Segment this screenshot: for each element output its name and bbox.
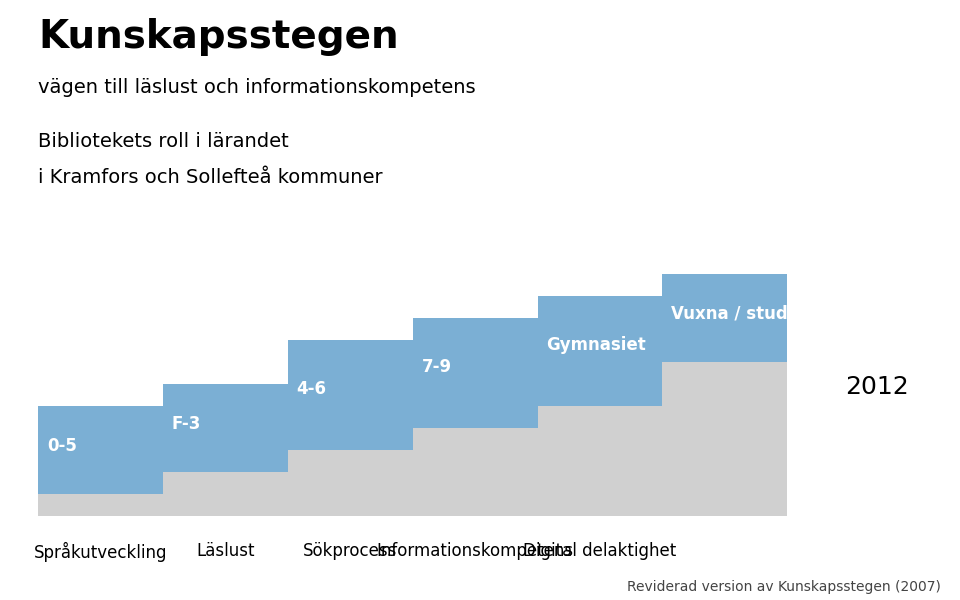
Text: Språkutveckling: Språkutveckling: [34, 542, 168, 562]
Bar: [662, 274, 787, 362]
Bar: [163, 472, 288, 516]
Bar: [288, 340, 413, 450]
Bar: [38, 494, 163, 516]
Text: 7-9: 7-9: [421, 358, 451, 377]
Bar: [538, 406, 662, 516]
Bar: [662, 362, 787, 516]
Text: 0-5: 0-5: [47, 437, 77, 455]
Text: 2012: 2012: [845, 375, 908, 399]
Text: Kunskapsstegen: Kunskapsstegen: [38, 18, 399, 56]
Text: vägen till läslust och informationskompetens: vägen till läslust och informationskompe…: [38, 78, 476, 97]
Text: Vuxna / studerande: Vuxna / studerande: [671, 305, 853, 323]
Text: Sökprocess: Sökprocess: [303, 542, 397, 560]
Bar: [413, 318, 538, 428]
Bar: [413, 428, 538, 516]
Bar: [538, 296, 662, 406]
Text: Läslust: Läslust: [197, 542, 254, 560]
Bar: [38, 406, 163, 494]
Text: Informationskompetens: Informationskompetens: [376, 542, 574, 560]
Text: Digital delaktighet: Digital delaktighet: [523, 542, 677, 560]
Text: 4-6: 4-6: [297, 380, 326, 398]
Bar: [163, 384, 288, 472]
Text: Gymnasiet: Gymnasiet: [546, 337, 646, 355]
Text: Reviderad version av Kunskapsstegen (2007): Reviderad version av Kunskapsstegen (200…: [627, 580, 941, 594]
Text: F-3: F-3: [172, 415, 202, 433]
Text: Bibliotekets roll i lärandet: Bibliotekets roll i lärandet: [38, 132, 289, 151]
Text: i Kramfors och Sollefteå kommuner: i Kramfors och Sollefteå kommuner: [38, 168, 383, 187]
Bar: [288, 450, 413, 516]
